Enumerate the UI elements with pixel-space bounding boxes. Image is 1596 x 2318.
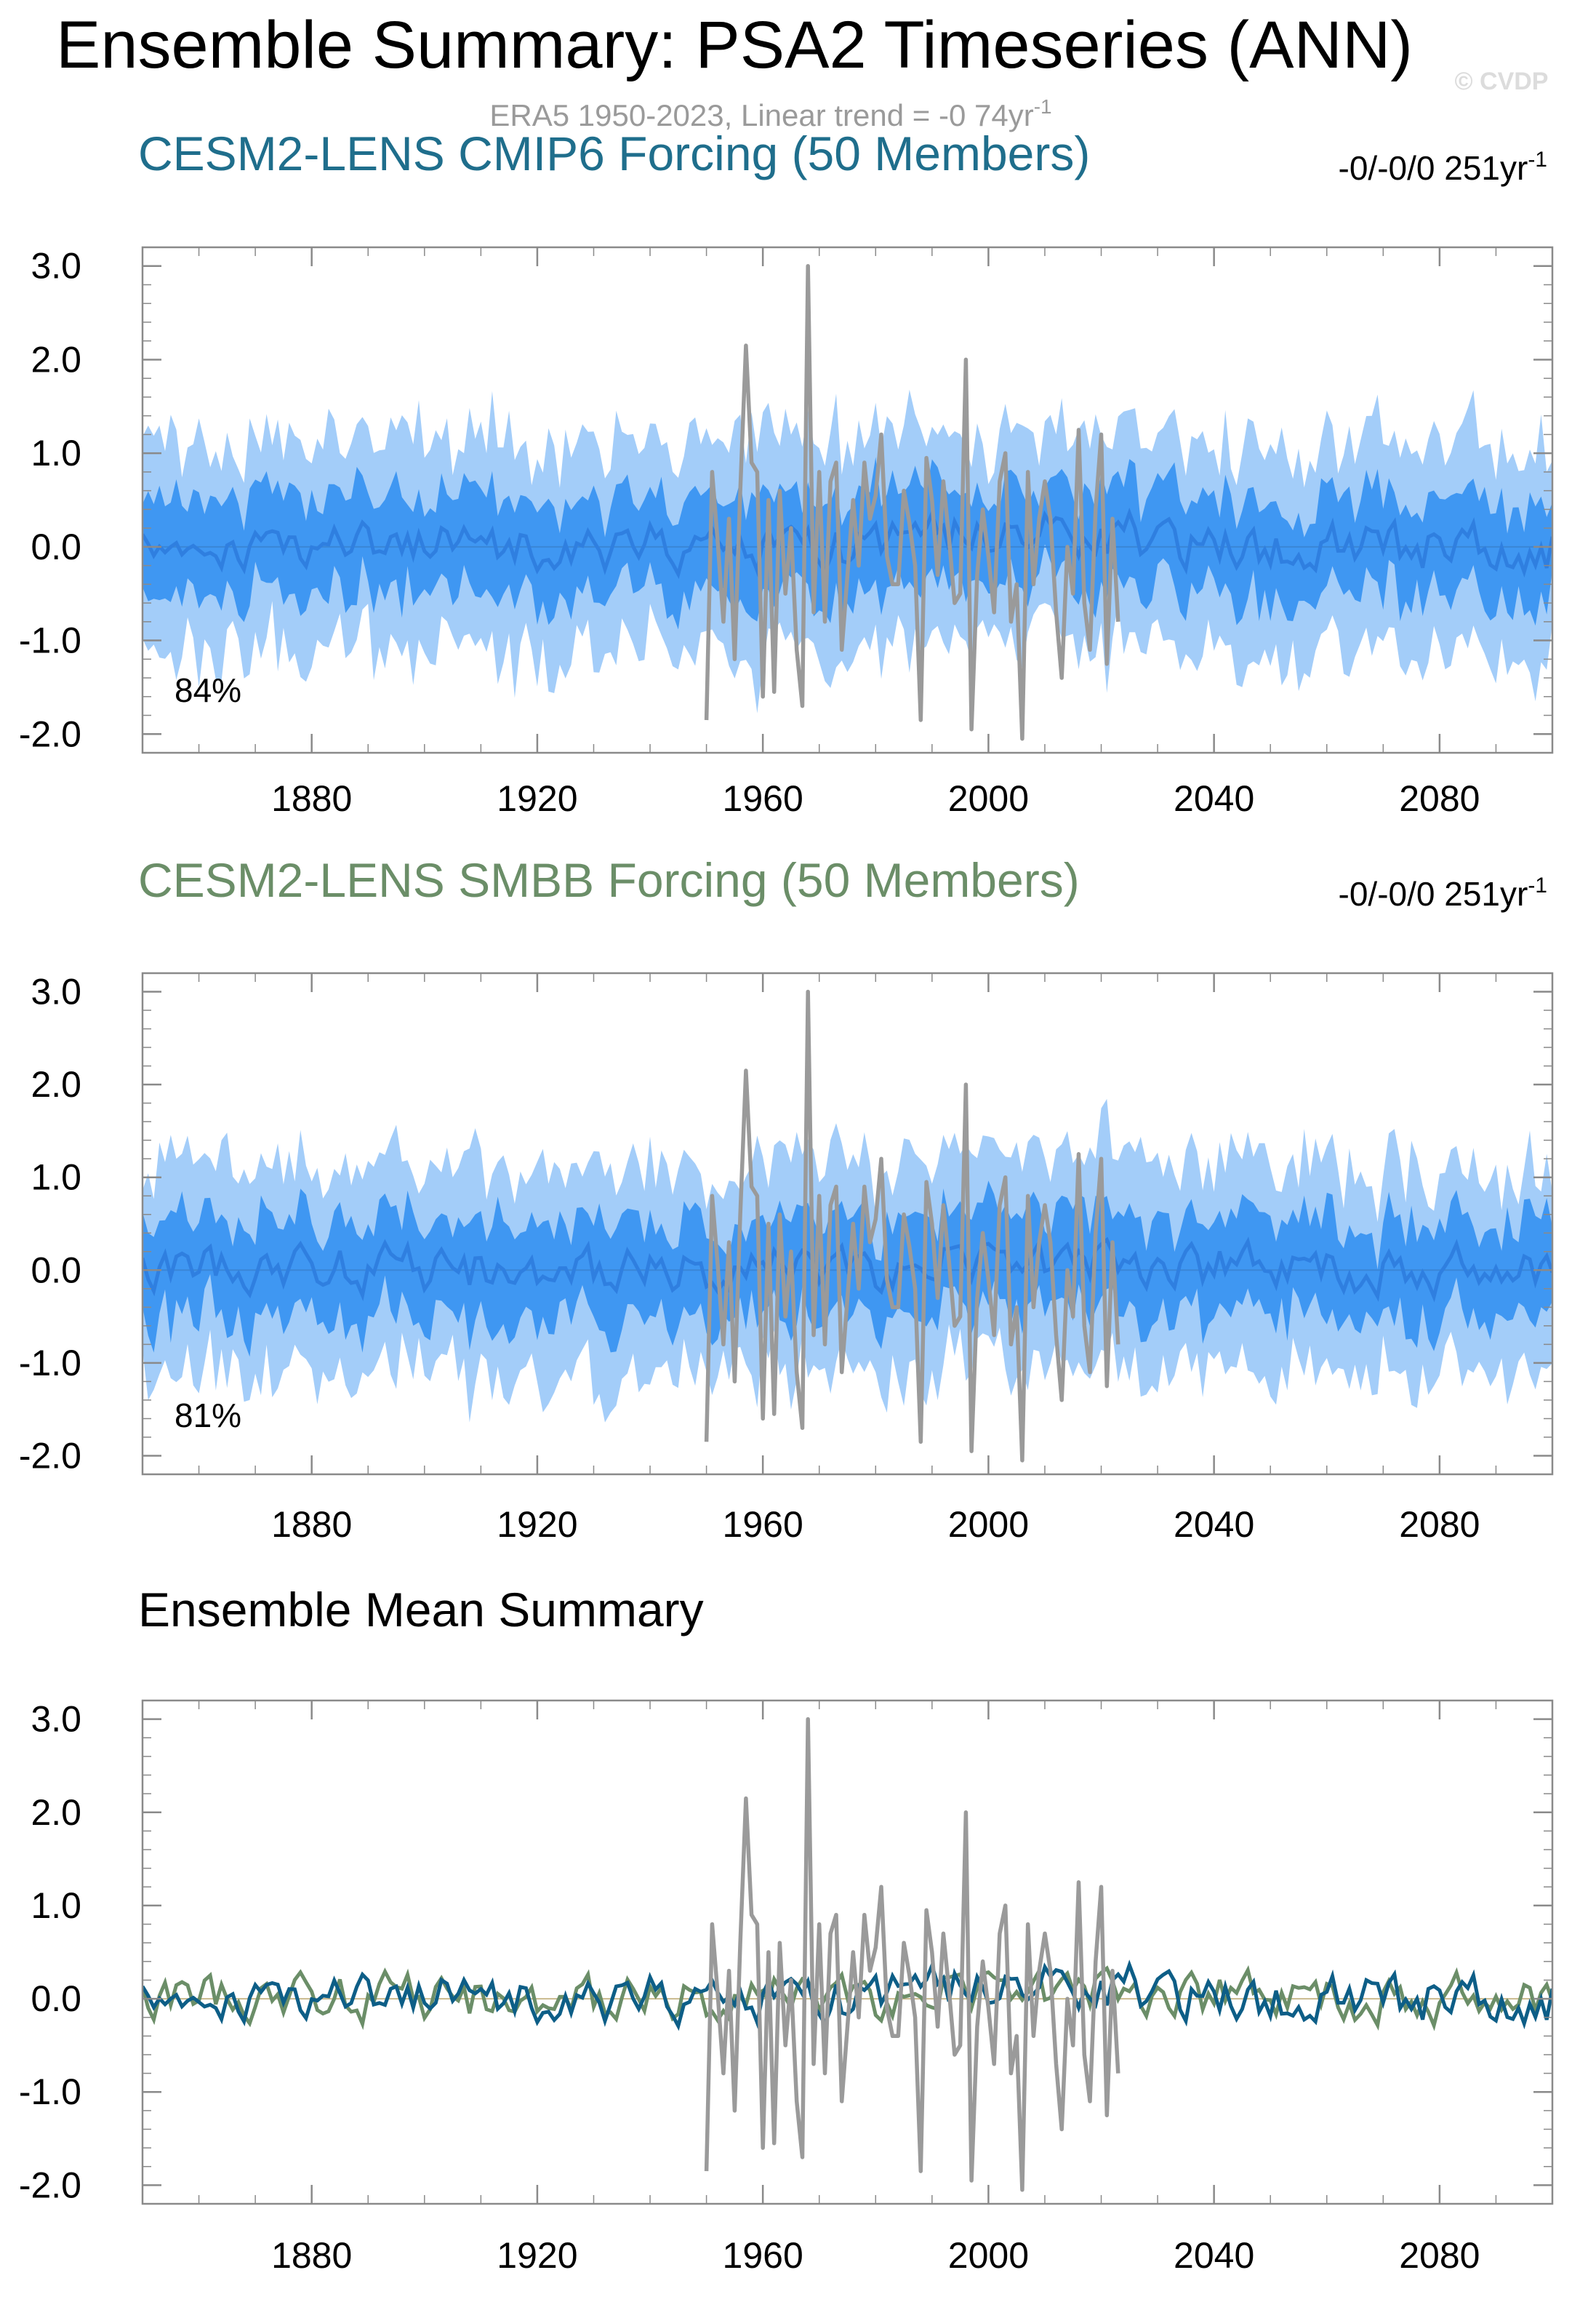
x-tick-label: 1960 — [723, 778, 803, 819]
x-tick-label: 1960 — [723, 2235, 803, 2276]
y-tick-label: 3.0 — [31, 246, 81, 287]
observation-line — [704, 989, 1120, 1463]
observation-line — [704, 263, 1120, 741]
x-tick-label: 2080 — [1399, 1504, 1480, 1545]
y-tick-label: -1.0 — [19, 620, 81, 661]
x-tick-label: 2040 — [1174, 778, 1254, 819]
x-tick-label: 2080 — [1399, 778, 1480, 819]
y-tick-label: 0.0 — [31, 1978, 81, 2019]
y-tick-label: 3.0 — [31, 972, 81, 1012]
figure-title: Ensemble Summary: PSA2 Timeseries (ANN) — [56, 8, 1413, 82]
panel-ensemble-mean: Ensemble Mean Summary 3.0 2.0 1.0 0.0 -1.0 -2.… — [19, 1583, 1554, 2276]
percent-label: 81% — [175, 1396, 241, 1434]
subtitle-text: ERA5 1950-2023, Linear trend = -0 74yr — [489, 98, 1033, 132]
y-tick-label: -2.0 — [19, 1435, 81, 1476]
ensemble-mean-line — [143, 1236, 1552, 1303]
plot-area — [143, 1716, 1552, 2192]
x-tick-label: 1880 — [271, 2235, 352, 2276]
observation-line — [704, 1716, 1120, 2192]
x-tick-label: 1880 — [271, 1504, 352, 1545]
plot-frame — [141, 1699, 1554, 2205]
y-tick-label: -1.0 — [19, 1343, 81, 1383]
y-tick-label: 1.0 — [31, 1885, 81, 1926]
y-tick-label: 0.0 — [31, 1250, 81, 1290]
y-tick-label: -2.0 — [19, 2165, 81, 2205]
panel-title: Ensemble Mean Summary — [138, 1583, 704, 1636]
x-tick-label: 2040 — [1174, 1504, 1254, 1545]
panel-trend: -0/-0/0 251yr-1 — [1339, 874, 1547, 913]
plot-area — [143, 989, 1552, 1463]
plot-area — [143, 263, 1552, 741]
plot-frame — [141, 246, 1554, 754]
x-tick-label: 1880 — [271, 778, 352, 819]
x-tick-label: 1960 — [723, 1504, 803, 1545]
y-tick-label: 2.0 — [31, 1064, 81, 1105]
y-tick-label: 3.0 — [31, 1699, 81, 1740]
x-tick-label: 1920 — [497, 778, 577, 819]
smbb-mean-line — [143, 1965, 1552, 2031]
panel-smbb: CESM2-LENS SMBB Forcing (50 Members) -0/-… — [19, 853, 1554, 1545]
x-tick-label: 1920 — [497, 2235, 577, 2276]
y-tick-label: 0.0 — [31, 527, 81, 567]
percent-label: 84% — [175, 671, 241, 709]
panel-cmip6: CESM2-LENS CMIP6 Forcing (50 Members) -0/… — [19, 127, 1554, 819]
y-tick-label: 2.0 — [31, 1792, 81, 1833]
panel-title: CESM2-LENS SMBB Forcing (50 Members) — [138, 853, 1080, 907]
y-tick-label: -1.0 — [19, 2071, 81, 2112]
panel-title: CESM2-LENS CMIP6 Forcing (50 Members) — [138, 127, 1090, 180]
x-tick-label: 1920 — [497, 1504, 577, 1545]
watermark: © CVDP — [1455, 68, 1549, 95]
x-tick-label: 2000 — [948, 1504, 1029, 1545]
ensemble-range-inner — [143, 457, 1552, 630]
y-tick-label: 2.0 — [31, 339, 81, 380]
y-tick-label: 1.0 — [31, 433, 81, 473]
x-tick-label: 2000 — [948, 2235, 1029, 2276]
x-tick-label: 2000 — [948, 778, 1029, 819]
y-tick-label: 1.0 — [31, 1157, 81, 1198]
x-tick-label: 2080 — [1399, 2235, 1480, 2276]
panel-trend: -0/-0/0 251yr-1 — [1339, 148, 1547, 187]
subtitle-superscript: -1 — [1034, 95, 1052, 118]
y-tick-label: -2.0 — [19, 714, 81, 754]
figure-subtitle: ERA5 1950-2023, Linear trend = -0 74yr-1 — [489, 95, 1051, 132]
x-tick-label: 2040 — [1174, 2235, 1254, 2276]
plot-frame — [141, 972, 1554, 1476]
